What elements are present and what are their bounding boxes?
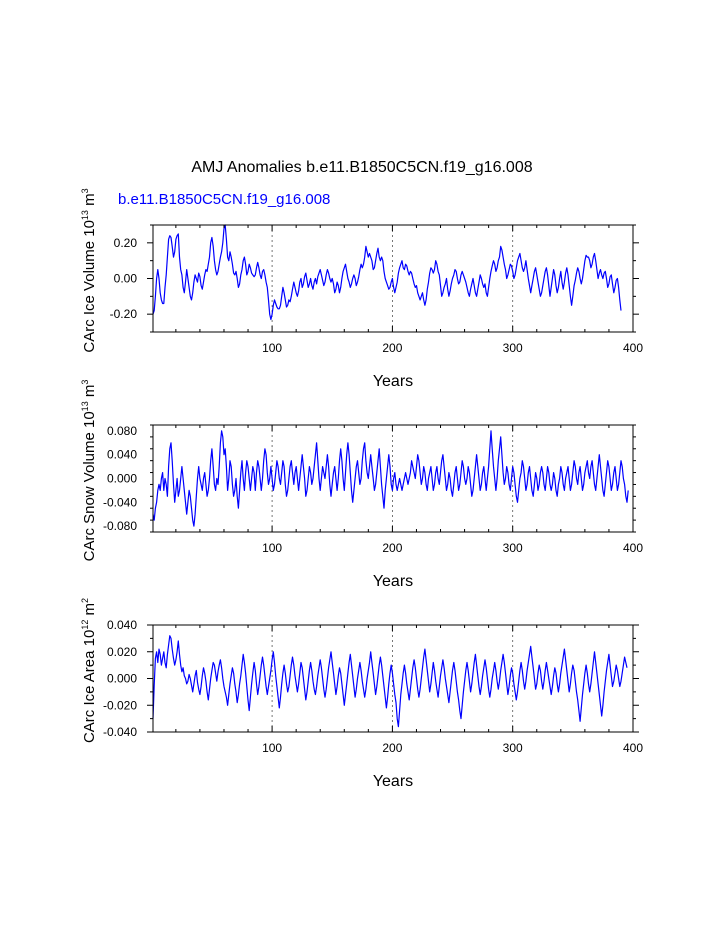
y-axis-label-text: CArc Ice Volume 10 <box>81 220 98 353</box>
x-tick-label: 100 <box>262 541 282 555</box>
y-axis-label-text: m <box>81 385 98 402</box>
x-tick-label: 100 <box>262 741 282 755</box>
y-tick-label: 0.020 <box>107 645 137 659</box>
y-axis-label-text: CArc Ice Area 10 <box>81 630 98 743</box>
y-axis-label-superscript: 2 <box>80 598 90 603</box>
y-tick-label: -0.020 <box>103 698 137 712</box>
plot-frame <box>152 424 634 533</box>
figure-subtitle: b.e11.B1850C5CN.f19_g16.008 <box>118 191 330 208</box>
x-tick-label: 200 <box>382 741 402 755</box>
chart-panel-3: 100 200 300 400 -0.040 -0.020 0.000 0.020 0.040 Y… <box>80 598 643 790</box>
x-tick-label: 300 <box>503 541 523 555</box>
y-axis-label-superscript: 3 <box>80 380 90 385</box>
x-tick-label: 300 <box>503 741 523 755</box>
chart-panel-1: 100 200 300 400 -0.20 0.00 0.20 Years CArc Ice V… <box>80 188 643 390</box>
x-axis-label: Years <box>373 373 413 390</box>
y-tick-label: -0.080 <box>103 519 137 533</box>
x-tick-label: 400 <box>623 341 643 355</box>
y-tick-label: 0.000 <box>107 672 137 686</box>
x-tick-label: 100 <box>262 341 282 355</box>
data-series-line <box>152 430 629 527</box>
y-axis-label-superscript: 3 <box>80 188 90 193</box>
y-tick-label: 0.20 <box>114 236 138 250</box>
x-tick-label: 400 <box>623 741 643 755</box>
y-axis-label: CArc Ice Area 1012 m2 <box>80 598 98 743</box>
x-axis-label: Years <box>373 573 413 590</box>
x-axis-label: Years <box>373 773 413 790</box>
y-axis-label-superscript: 13 <box>80 401 90 411</box>
y-tick-label: 0.00 <box>114 272 138 286</box>
y-axis-label-text: CArc Snow Volume 10 <box>81 411 98 561</box>
y-tick-label: -0.040 <box>103 725 137 739</box>
x-tick-label: 300 <box>503 341 523 355</box>
y-tick-label: -0.040 <box>103 495 137 509</box>
x-tick-label: 400 <box>623 541 643 555</box>
y-axis-label: CArc Ice Volume 1013 m3 <box>80 188 98 352</box>
y-axis-label-superscript: 12 <box>80 620 90 630</box>
y-tick-label: 0.080 <box>107 424 137 438</box>
x-tick-label: 200 <box>382 341 402 355</box>
figure-title: AMJ Anomalies b.e11.B1850C5CN.f19_g16.00… <box>191 159 532 176</box>
y-tick-label: -0.20 <box>110 307 138 321</box>
x-tick-label: 200 <box>382 541 402 555</box>
y-tick-label: 0.040 <box>107 448 137 462</box>
chart-panel-2: 100 200 300 400 -0.080 -0.040 0.000 0.040 0.080 Y… <box>80 380 643 590</box>
y-tick-label: 0.040 <box>107 618 137 632</box>
y-tick-label: 0.000 <box>107 472 137 486</box>
data-series-line <box>152 224 622 321</box>
y-axis-label-superscript: 13 <box>80 210 90 220</box>
y-axis-label-text: m <box>81 603 98 620</box>
y-axis-label-text: m <box>81 193 98 210</box>
data-series-line <box>152 635 628 728</box>
y-axis-label: CArc Snow Volume 1013 m3 <box>80 380 98 562</box>
